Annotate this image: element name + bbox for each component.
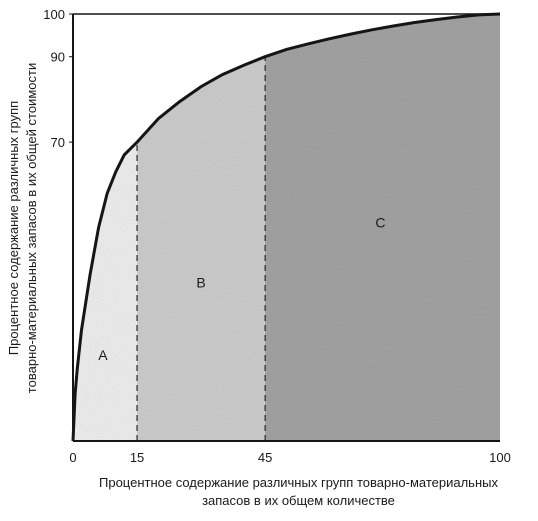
y-tick-label: 90 (51, 50, 65, 65)
x-tick-label: 100 (489, 450, 511, 465)
x-tick-label: 0 (69, 450, 76, 465)
y-tick-label: 100 (43, 7, 65, 22)
zone-label-b: B (196, 274, 205, 290)
tick-labels: 0 15 45 100 70 90 100 (43, 7, 511, 465)
y-axis-title-line: товарно-материальных запасов в их общей … (24, 63, 39, 393)
x-axis-title-line: Процентное содержание различных групп то… (99, 475, 498, 490)
zone-label-a: A (98, 347, 108, 363)
zone-boundaries (136, 56, 266, 441)
axis-titles: Процентное содержание различных групп то… (6, 63, 498, 508)
zone-labels: A B C (98, 215, 385, 363)
x-tick-label: 45 (258, 450, 272, 465)
x-axis-title-line: запасов в их общем количестве (202, 493, 395, 508)
zone-area-c (265, 14, 500, 441)
cumulative-curve (71, 12, 501, 442)
x-tick-label: 15 (130, 450, 144, 465)
zone-areas (73, 14, 500, 441)
y-tick-label: 70 (51, 135, 65, 150)
zone-area-b (137, 56, 266, 441)
zone-label-c: C (375, 215, 385, 231)
zone-area-a (73, 142, 138, 441)
y-axis-title-line: Процентное содержание различных групп (6, 101, 21, 355)
axes (72, 13, 500, 442)
